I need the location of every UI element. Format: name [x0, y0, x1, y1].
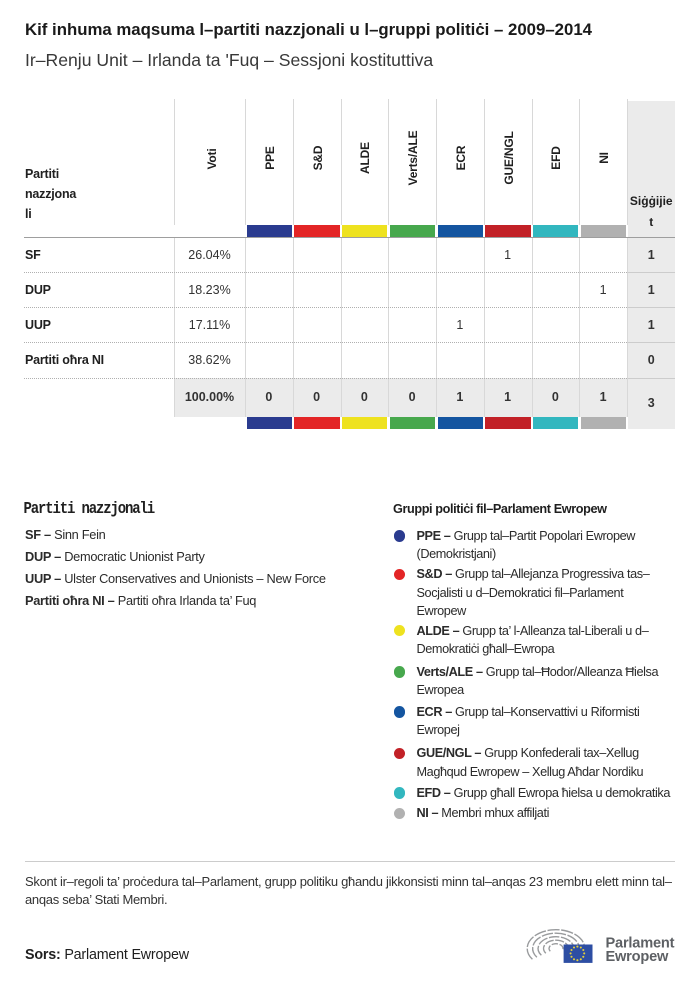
svg-text:Parlament: Parlament — [606, 936, 675, 952]
svg-text:Ewropew: Ewropew — [606, 949, 670, 965]
